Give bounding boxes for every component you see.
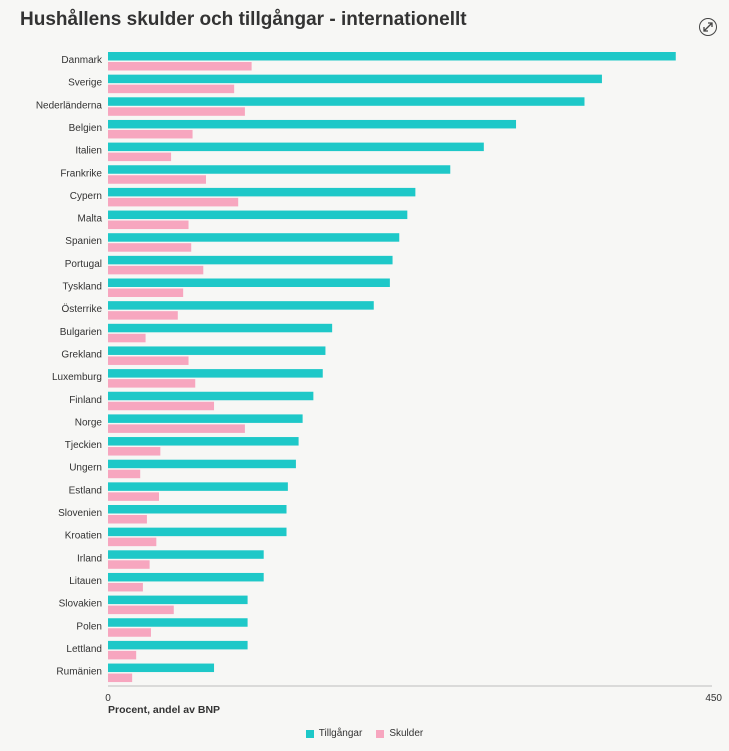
bar-debts[interactable]	[108, 650, 137, 660]
bar-debts[interactable]	[108, 673, 133, 683]
category-label: Danmark	[61, 55, 103, 66]
category-label: Luxemburg	[52, 372, 102, 383]
bar-debts[interactable]	[108, 605, 174, 615]
x-tick-label: 0	[105, 693, 111, 704]
category-label: Slovakien	[59, 599, 102, 610]
bar-assets[interactable]	[108, 595, 248, 605]
expand-button[interactable]	[699, 18, 717, 36]
bar-assets[interactable]	[108, 346, 326, 355]
category-label: Ungern	[69, 463, 102, 474]
category-label: Spanien	[65, 236, 102, 247]
legend-swatch-assets	[305, 729, 314, 738]
bar-debts[interactable]	[108, 62, 252, 71]
bar-debts[interactable]	[108, 197, 239, 207]
bar-assets[interactable]	[108, 640, 248, 650]
bar-assets[interactable]	[108, 97, 585, 106]
category-label: Tjeckien	[65, 440, 102, 451]
bar-debts[interactable]	[108, 447, 161, 456]
bar-assets[interactable]	[108, 618, 248, 627]
bar-debts[interactable]	[108, 288, 184, 298]
category-label: Tyskland	[63, 282, 102, 293]
legend-label-assets: Tillgångar	[318, 728, 363, 739]
bar-assets[interactable]	[108, 210, 408, 220]
category-label: Malta	[78, 214, 103, 225]
category-label: Grekland	[61, 349, 102, 360]
category-label: Norge	[75, 417, 103, 428]
category-label: Kroatien	[65, 531, 102, 542]
bar-debts[interactable]	[108, 582, 143, 592]
bar-assets[interactable]	[108, 119, 517, 129]
legend-swatch-debts	[376, 729, 385, 738]
bar-debts[interactable]	[108, 107, 245, 116]
legend-label-debts: Skulder	[389, 728, 424, 739]
category-label: Bulgarien	[60, 327, 102, 338]
bar-debts[interactable]	[108, 265, 204, 275]
category-label: Sverige	[68, 78, 102, 89]
bar-assets[interactable]	[108, 278, 390, 288]
category-label: Cypern	[70, 191, 102, 202]
x-tick-label: 450	[705, 693, 722, 704]
category-label: Finland	[69, 395, 102, 406]
bar-assets[interactable]	[108, 233, 400, 242]
bar-debts[interactable]	[108, 152, 172, 162]
legend-item-debts[interactable]: Skulder	[376, 728, 423, 739]
bar-assets[interactable]	[108, 572, 264, 582]
bar-assets[interactable]	[108, 505, 287, 514]
legend-item-assets[interactable]: Tillgångar	[305, 728, 363, 739]
category-label: Rumänien	[56, 667, 102, 678]
expand-icon	[703, 22, 713, 32]
category-label: Italien	[75, 146, 102, 157]
bar-debts[interactable]	[108, 379, 196, 388]
bar-assets[interactable]	[108, 482, 288, 491]
category-label: Polen	[76, 621, 102, 632]
bar-debts[interactable]	[108, 628, 151, 637]
bar-assets[interactable]	[108, 663, 215, 673]
bar-assets[interactable]	[108, 323, 333, 333]
category-label: Irland	[77, 553, 102, 564]
bar-debts[interactable]	[108, 492, 160, 501]
bar-assets[interactable]	[108, 391, 314, 401]
bar-assets[interactable]	[108, 52, 676, 61]
bar-debts[interactable]	[108, 560, 150, 569]
legend: Tillgångar Skulder	[0, 728, 729, 739]
bar-assets[interactable]	[108, 165, 451, 174]
category-label: Österrike	[61, 303, 102, 315]
bar-debts[interactable]	[108, 356, 189, 365]
category-label: Lettland	[66, 644, 102, 655]
bar-debts[interactable]	[108, 469, 141, 479]
bar-assets[interactable]	[108, 187, 416, 197]
bar-assets[interactable]	[108, 527, 287, 537]
bar-assets[interactable]	[108, 437, 299, 446]
x-axis-title: Procent, andel av BNP	[108, 704, 221, 716]
bar-debts[interactable]	[108, 220, 189, 230]
bar-debts[interactable]	[108, 537, 157, 547]
bar-assets[interactable]	[108, 459, 296, 469]
category-label: Litauen	[69, 576, 102, 587]
bar-debts[interactable]	[108, 401, 215, 411]
bar-debts[interactable]	[108, 175, 206, 184]
category-label: Slovenien	[58, 508, 102, 519]
bar-debts[interactable]	[108, 243, 192, 252]
category-label: Nederländerna	[36, 100, 103, 111]
category-label: Estland	[69, 485, 102, 496]
bar-debts[interactable]	[108, 515, 147, 524]
category-label: Frankrike	[60, 168, 102, 179]
bar-debts[interactable]	[108, 129, 193, 139]
category-label: Portugal	[65, 259, 102, 270]
bar-assets[interactable]	[108, 369, 323, 378]
category-label: Belgien	[69, 123, 102, 134]
bar-debts[interactable]	[108, 424, 245, 433]
bar-assets[interactable]	[108, 414, 303, 423]
bar-debts[interactable]	[108, 333, 146, 343]
bar-assets[interactable]	[108, 301, 374, 310]
chart-title: Hushållens skulder och tillgångar - inte…	[20, 9, 467, 30]
bar-debts[interactable]	[108, 311, 178, 320]
bar-assets[interactable]	[108, 255, 393, 265]
bar-debts[interactable]	[108, 84, 235, 94]
bar-assets[interactable]	[108, 550, 264, 559]
bar-assets[interactable]	[108, 74, 602, 84]
bar-assets[interactable]	[108, 142, 484, 152]
